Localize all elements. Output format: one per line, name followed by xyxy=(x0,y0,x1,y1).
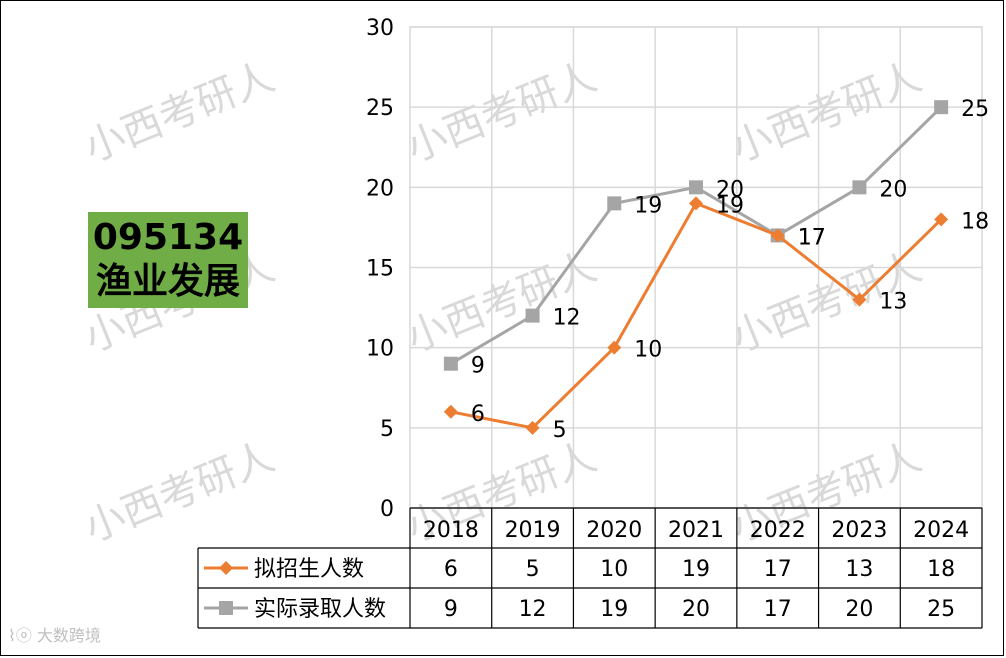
data-point xyxy=(607,196,622,211)
data-label: 10 xyxy=(634,338,662,363)
series-line xyxy=(450,106,943,365)
y-tick-label: 10 xyxy=(366,337,394,362)
program-code: 095134 xyxy=(92,217,244,258)
table-value: 9 xyxy=(444,597,458,622)
table-value: 25 xyxy=(927,597,955,622)
y-tick-label: 20 xyxy=(366,176,394,201)
data-point xyxy=(443,356,458,371)
data-label: 6 xyxy=(471,402,485,427)
x-category-label: 2018 xyxy=(423,518,479,543)
program-badge: 095134 渔业发展 xyxy=(88,212,248,308)
table-value: 19 xyxy=(600,597,628,622)
y-tick-label: 0 xyxy=(380,497,394,522)
legend-label: 拟招生人数 xyxy=(254,557,364,582)
y-tick-label: 30 xyxy=(366,16,394,41)
data-label: 20 xyxy=(879,177,907,202)
x-category-label: 2022 xyxy=(750,518,806,543)
legend-marker xyxy=(219,601,233,615)
data-label: 17 xyxy=(798,225,826,250)
data-point xyxy=(770,228,785,243)
table-value: 18 xyxy=(927,557,955,582)
table-value: 6 xyxy=(444,557,458,582)
data-point xyxy=(525,308,540,323)
x-category-label: 2024 xyxy=(913,518,969,543)
y-tick-label: 25 xyxy=(366,96,394,121)
data-point xyxy=(934,212,949,227)
y-tick-label: 5 xyxy=(380,417,394,442)
table-value: 10 xyxy=(600,557,628,582)
table-value: 20 xyxy=(682,597,710,622)
data-label: 5 xyxy=(553,418,567,443)
data-point xyxy=(443,404,458,419)
data-point xyxy=(525,420,540,435)
data-label: 18 xyxy=(961,209,989,234)
x-category-label: 2023 xyxy=(831,518,887,543)
legend-marker xyxy=(219,561,233,575)
data-label: 20 xyxy=(716,177,744,202)
program-name: 渔业发展 xyxy=(95,261,240,302)
data-point xyxy=(934,100,949,115)
x-category-label: 2020 xyxy=(586,518,642,543)
data-label: 17 xyxy=(798,225,826,250)
series-line xyxy=(450,201,943,430)
table-value: 12 xyxy=(519,597,547,622)
table-value: 5 xyxy=(526,557,540,582)
data-point xyxy=(607,340,622,355)
data-label: 13 xyxy=(879,290,907,315)
data-label: 12 xyxy=(553,306,581,331)
table-value: 19 xyxy=(682,557,710,582)
data-label: 9 xyxy=(471,354,485,379)
table-value: 17 xyxy=(764,597,792,622)
data-label: 19 xyxy=(634,193,662,218)
x-category-label: 2019 xyxy=(505,518,561,543)
data-point xyxy=(852,180,867,195)
y-tick-label: 15 xyxy=(366,257,394,282)
corner-watermark: ⌇ⓞ 大数跨境 xyxy=(8,626,101,645)
data-point xyxy=(689,180,703,195)
table-value: 17 xyxy=(764,557,792,582)
data-label: 19 xyxy=(716,193,744,218)
table-value: 20 xyxy=(845,597,873,622)
data-label: 25 xyxy=(961,97,989,122)
data-point xyxy=(689,196,703,211)
legend-label: 实际录取人数 xyxy=(254,597,386,622)
table-value: 13 xyxy=(845,557,873,582)
x-category-label: 2021 xyxy=(668,518,724,543)
data-point xyxy=(852,292,867,307)
